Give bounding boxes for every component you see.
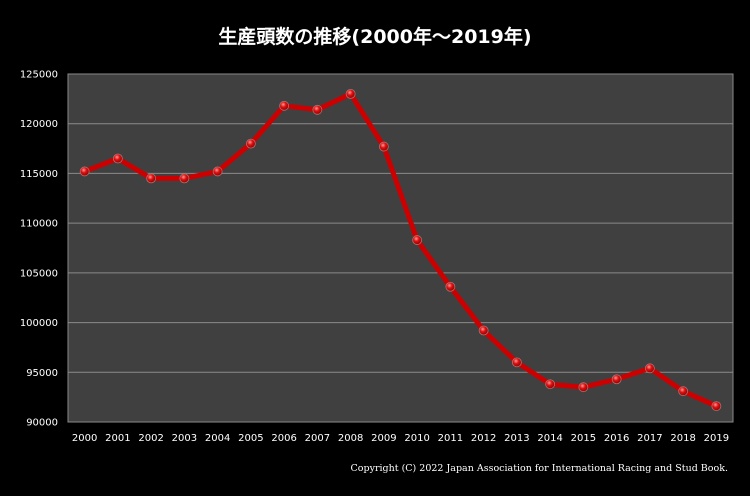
data-point [711,401,722,411]
data-point [312,104,323,115]
y-tick-label: 100000 [20,318,58,329]
x-tick-label: 2009 [371,433,396,444]
y-tick-label: 110000 [20,219,58,230]
y-tick-label: 120000 [20,119,58,130]
x-tick-label: 2006 [271,433,296,444]
data-point [378,141,389,152]
x-tick-label: 2008 [338,433,363,444]
y-tick-label: 90000 [26,418,58,429]
plot-area [67,73,734,423]
data-point [578,382,589,393]
y-tick-label: 125000 [20,70,58,81]
x-tick-label: 2018 [670,433,695,444]
data-point [545,379,556,390]
data-point [511,357,522,368]
data-point [279,100,290,111]
data-point [644,363,655,374]
x-tick-label: 2004 [205,433,230,444]
x-tick-label: 2013 [504,433,529,444]
x-tick-label: 2017 [637,433,662,444]
data-point [611,374,622,385]
x-tick-label: 2014 [537,433,562,444]
x-tick-label: 2010 [404,433,429,444]
data-point [79,166,90,177]
data-point [212,166,223,177]
x-tick-label: 2005 [238,433,263,444]
data-point [179,173,190,184]
x-tick-label: 2016 [604,433,629,444]
chart-title: 生産頭数の推移(2000年～2019年) [218,26,532,48]
series-line [83,91,718,409]
y-tick-label: 105000 [20,268,58,279]
x-tick-label: 2011 [438,433,463,444]
data-point [146,173,157,184]
data-point [678,386,689,397]
data-point [245,138,256,149]
data-point [112,153,123,164]
copyright-text: Copyright (C) 2022 Japan Association for… [350,463,728,474]
data-point [445,281,456,292]
x-tick-label: 2002 [138,433,163,444]
x-tick-label: 2015 [571,433,596,444]
x-tick-label: 2012 [471,433,496,444]
y-tick-label: 115000 [20,169,58,180]
x-tick-label: 2003 [172,433,197,444]
y-tick-label: 95000 [26,368,58,379]
x-tick-label: 2001 [105,433,130,444]
data-point [412,235,423,245]
data-point [345,88,356,99]
x-tick-label: 2000 [72,433,97,444]
x-tick-label: 2019 [704,433,729,444]
x-tick-label: 2007 [305,433,330,444]
data-point [478,325,489,336]
